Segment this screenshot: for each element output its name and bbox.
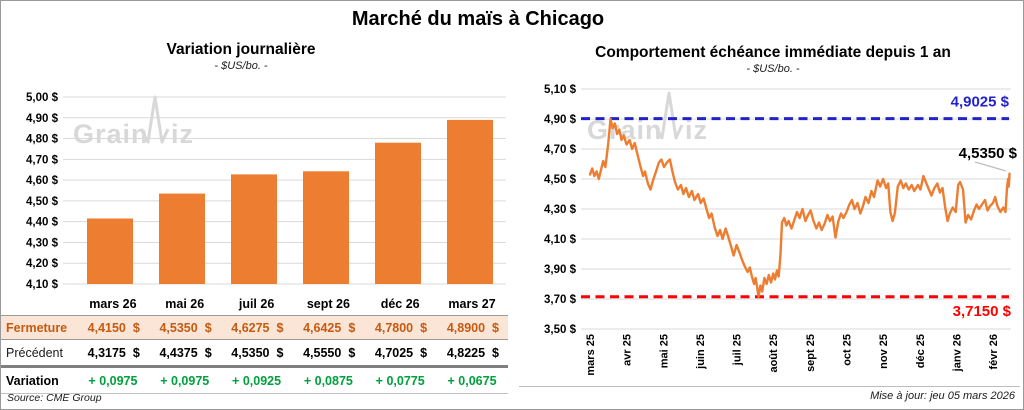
bar-chart-subtitle: - $US/bo. -	[214, 60, 268, 72]
y-axis-label: 4,50 $	[26, 196, 59, 208]
bar-juil-26	[231, 174, 277, 284]
footer-divider	[519, 386, 1020, 387]
update-note: Mise à jour: jeu 05 mars 2026	[870, 390, 1015, 402]
cell-ferm-3: 4,6425 $	[292, 315, 365, 340]
x-axis-label: mars 25	[585, 334, 597, 376]
y-axis-label: 3,90 $	[544, 264, 577, 276]
row-label-précédent: Précédent	[1, 339, 78, 368]
grainwiz-watermark: Grain iz	[73, 95, 194, 149]
bar-chart-title: Variation journalière	[166, 41, 316, 58]
cell-prec-0: 4,3175 $	[77, 339, 149, 368]
bar-sept-26	[303, 171, 349, 284]
y-axis-label: 4,80 $	[26, 134, 59, 146]
cell-prec-3: 4,5550 $	[292, 339, 365, 368]
line-chart-title: Comportement échéance immédiate depuis 1…	[595, 44, 951, 61]
col-header-4: déc 26	[380, 297, 420, 311]
cell-ferm-1: 4,5350 $	[148, 315, 221, 340]
cell-prec-5: 4,8225 $	[436, 339, 508, 368]
bar-mars-26	[87, 218, 133, 284]
x-axis-label: oct 25	[841, 334, 853, 366]
source-note: Source: CME Group	[7, 392, 102, 404]
cell-ferm-2: 4,6275 $	[220, 315, 293, 340]
y-axis-label: 4,60 $	[26, 175, 59, 187]
cell-vari-1: + 0,0975	[148, 366, 221, 394]
col-header-1: mai 26	[165, 297, 205, 311]
cell-ferm-0: 4,4150 $	[77, 315, 149, 340]
cell-vari-3: + 0,0875	[292, 366, 365, 394]
cell-vari-2: + 0,0925	[220, 366, 293, 394]
y-axis-label: 4,30 $	[26, 237, 59, 249]
cell-vari-0: + 0,0975	[77, 366, 149, 394]
svg-text:iz: iz	[685, 115, 708, 145]
col-header-3: sept 26	[306, 297, 350, 311]
grainwiz-watermark: Grain iz	[587, 91, 708, 145]
cell-vari-4: + 0,0775	[364, 366, 437, 394]
cell-ferm-4: 4,7800 $	[364, 315, 437, 340]
bar-chart-header: Variation journalière - $US/bo. -	[1, 41, 481, 72]
x-axis-label: août 25	[768, 334, 780, 373]
last-value-label: 4,5350 $	[959, 145, 1018, 162]
y-axis-label: 5,00 $	[26, 92, 59, 104]
price-line	[588, 117, 1011, 298]
x-axis-label: févr 26	[988, 334, 1000, 369]
cell-vari-5: + 0,0675	[436, 366, 508, 394]
y-axis-label: 4,70 $	[26, 154, 59, 166]
y-axis-label: 3,50 $	[544, 324, 577, 336]
futures-price-table: mars 26 mai 26 juil 26 sept 26 déc 26 mars 27…	[1, 293, 508, 394]
y-axis-label: 4,10 $	[26, 279, 59, 291]
bar-déc-26	[375, 142, 421, 284]
col-header-5: mars 27	[448, 297, 496, 311]
cell-prec-2: 4,5350 $	[220, 339, 293, 368]
high-value-label: 4,9025 $	[951, 94, 1010, 111]
x-axis-label: déc 25	[915, 334, 927, 368]
y-axis-label: 4,40 $	[26, 217, 59, 229]
col-header-2: juil 26	[238, 297, 275, 311]
y-axis-label: 4,70 $	[544, 144, 577, 156]
row-label-fermeture: Fermeture	[1, 315, 78, 340]
line-chart-subtitle: - $US/bo. -	[746, 63, 800, 75]
line-chart-header: Comportement échéance immédiate depuis 1…	[525, 44, 1021, 75]
y-axis-label: 4,90 $	[26, 113, 59, 125]
x-axis-label: janv 26	[951, 334, 963, 372]
cell-prec-1: 4,4375 $	[148, 339, 221, 368]
one-year-price-line-chart: 5,10 $ 4,90 $ 4,70 $ 4,50 $ 4,30 $ 4,10 $ 3,90…	[544, 84, 1018, 376]
x-axis-label: mai 25	[658, 334, 670, 368]
y-axis-label: 5,10 $	[544, 84, 577, 96]
y-axis-label: 3,70 $	[544, 294, 577, 306]
bar-mai-26	[159, 193, 205, 284]
page-title: Marché du maïs à Chicago	[351, 8, 605, 30]
x-axis-label: sept 25	[805, 334, 817, 372]
col-header-0: mars 26	[89, 297, 137, 311]
y-axis-label: 4,20 $	[26, 258, 59, 270]
x-axis-label: juin 25	[695, 334, 707, 370]
table-corner-cell	[1, 293, 77, 316]
bar-mars-27	[447, 119, 493, 285]
x-axis-label: juil 25	[732, 334, 744, 366]
x-axis-label: nov 25	[878, 334, 890, 369]
y-axis-label: 4,90 $	[544, 114, 577, 126]
svg-text:iz: iz	[171, 119, 194, 149]
y-axis-label: 4,10 $	[544, 234, 577, 246]
x-axis-label: avr 25	[622, 334, 634, 366]
cell-prec-4: 4,7025 $	[364, 339, 437, 368]
cell-ferm-5: 4,8900 $	[436, 315, 508, 340]
row-label-variation: Variation	[1, 366, 78, 394]
annotation-leader-line	[974, 161, 1007, 172]
low-value-label: 3,7150 $	[953, 303, 1012, 320]
y-axis-label: 4,30 $	[544, 204, 577, 216]
svg-text:Grain: Grain	[73, 119, 149, 149]
daily-variation-bar-chart: 5,00 $ 4,90 $ 4,80 $ 4,70 $ 4,60 $ 4,50 $ 4,40…	[26, 92, 506, 291]
y-axis-label: 4,50 $	[544, 174, 577, 186]
